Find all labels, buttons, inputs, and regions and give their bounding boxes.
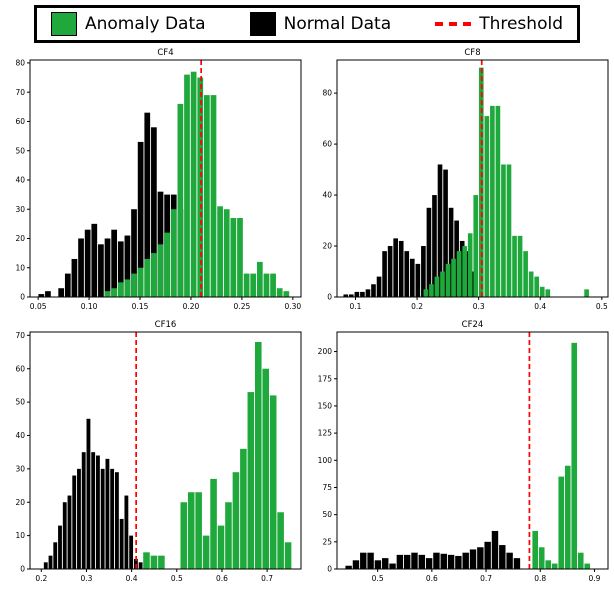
histogram-cf24: CF24 0 25 50 75 100 125 150 175 200 0.5 0.6 0.7 0.8 0.… (307, 317, 614, 589)
svg-text:0.20: 0.20 (183, 302, 200, 311)
svg-text:0.2: 0.2 (35, 574, 47, 583)
normal-label: Normal Data (283, 14, 392, 34)
svg-text:0.7: 0.7 (261, 574, 273, 583)
legend: Anomaly Data Normal Data Threshold (34, 5, 580, 43)
figure: Anomaly Data Normal Data Threshold CF4 0 1… (0, 5, 614, 592)
svg-text:20: 20 (15, 498, 25, 507)
svg-text:0.8: 0.8 (534, 574, 546, 583)
svg-text:30: 30 (15, 205, 25, 214)
svg-text:40: 40 (322, 191, 332, 200)
svg-text:0.7: 0.7 (480, 574, 492, 583)
histogram-cf4: CF4 0 10 20 30 40 50 60 70 80 0.05 0.10 0.15 0.20 0.25… (0, 45, 307, 317)
svg-text:20: 20 (322, 242, 332, 251)
svg-text:40: 40 (15, 431, 25, 440)
svg-text:40: 40 (15, 176, 25, 185)
svg-text:0.15: 0.15 (132, 302, 149, 311)
svg-text:CF16: CF16 (155, 320, 177, 330)
svg-text:30: 30 (15, 464, 25, 473)
svg-text:0.4: 0.4 (126, 574, 138, 583)
svg-text:0.6: 0.6 (426, 574, 438, 583)
svg-text:125: 125 (318, 429, 333, 438)
legend-item-anomaly: Anomaly Data (51, 12, 206, 36)
chart-grid: CF4 0 10 20 30 40 50 60 70 80 0.05 0.10 0.15 0.20 0.25… (0, 45, 614, 589)
svg-text:0.3: 0.3 (80, 574, 92, 583)
svg-text:150: 150 (318, 402, 333, 411)
svg-text:CF4: CF4 (157, 48, 173, 58)
svg-text:0.25: 0.25 (234, 302, 251, 311)
legend-item-threshold: Threshold (435, 14, 563, 34)
svg-text:80: 80 (15, 59, 25, 68)
svg-text:20: 20 (15, 234, 25, 243)
svg-text:70: 70 (15, 331, 25, 340)
svg-text:0.10: 0.10 (81, 302, 98, 311)
svg-text:75: 75 (322, 483, 332, 492)
svg-text:0.5: 0.5 (372, 574, 384, 583)
svg-text:10: 10 (15, 531, 25, 540)
svg-text:80: 80 (322, 89, 332, 98)
svg-text:0: 0 (327, 293, 332, 302)
svg-text:60: 60 (15, 364, 25, 373)
svg-text:50: 50 (15, 398, 25, 407)
normal-color-swatch (249, 12, 276, 36)
svg-text:0.6: 0.6 (216, 574, 228, 583)
svg-text:0.4: 0.4 (534, 302, 546, 311)
svg-text:175: 175 (318, 374, 333, 383)
anomaly-label: Anomaly Data (85, 14, 206, 34)
svg-text:0.5: 0.5 (596, 302, 608, 311)
histogram-cf16: CF16 0 10 20 30 40 50 60 70 0.2 0.3 0.4 0.5 0.6 0.7 (0, 317, 307, 589)
svg-text:10: 10 (15, 263, 25, 272)
svg-text:50: 50 (15, 146, 25, 155)
threshold-label: Threshold (479, 14, 563, 34)
anomaly-color-swatch (51, 12, 77, 36)
svg-text:0.9: 0.9 (588, 574, 600, 583)
svg-text:CF24: CF24 (462, 320, 484, 330)
svg-text:200: 200 (318, 347, 333, 356)
svg-text:0: 0 (20, 565, 25, 574)
svg-text:100: 100 (318, 456, 333, 465)
svg-text:50: 50 (322, 510, 332, 519)
svg-text:70: 70 (15, 88, 25, 97)
legend-item-normal: Normal Data (249, 12, 392, 36)
svg-text:0: 0 (327, 565, 332, 574)
svg-text:0.2: 0.2 (411, 302, 423, 311)
svg-text:25: 25 (322, 537, 332, 546)
threshold-line-swatch (435, 22, 472, 26)
svg-text:60: 60 (322, 140, 332, 149)
svg-text:0.1: 0.1 (350, 302, 362, 311)
svg-text:0.05: 0.05 (30, 302, 47, 311)
svg-text:0: 0 (20, 293, 25, 302)
svg-text:CF8: CF8 (464, 48, 480, 58)
svg-text:60: 60 (15, 117, 25, 126)
svg-text:0.30: 0.30 (284, 302, 301, 311)
histogram-cf8: CF8 0 20 40 60 80 0.1 0.2 0.3 0.4 0.5 (307, 45, 614, 317)
svg-text:0.5: 0.5 (171, 574, 183, 583)
svg-text:0.3: 0.3 (473, 302, 485, 311)
